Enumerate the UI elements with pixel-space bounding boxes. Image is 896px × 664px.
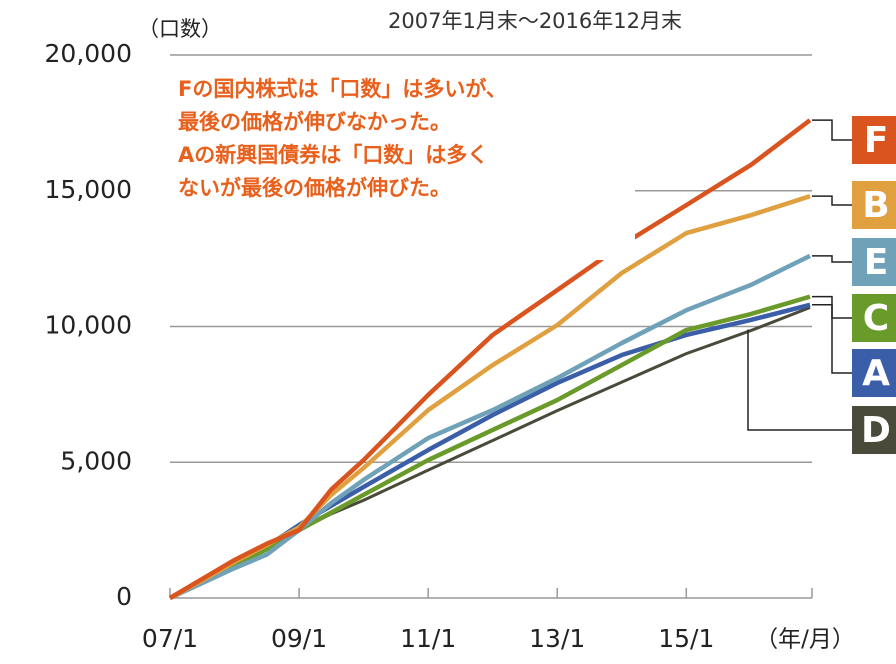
- legend-swatch: [852, 349, 896, 397]
- legend-connector: [812, 304, 852, 374]
- y-tick-label: 15,000: [45, 175, 132, 204]
- series-line: [168, 118, 812, 600]
- annotation-bg: [165, 70, 635, 260]
- chart-title: 2007年1月末～2016年12月末: [388, 9, 682, 33]
- annotation: ないが最後の価格が伸びた。: [178, 176, 451, 200]
- y-tick-label: 10,000: [45, 311, 132, 340]
- legend-connector: [812, 119, 852, 141]
- annotation: Fの国内株式は「口数」は多いが、: [178, 77, 507, 101]
- legend-label: F: [864, 120, 889, 161]
- x-axis-label: （年/月）: [755, 627, 855, 653]
- x-tick-label: 13/1: [529, 624, 585, 653]
- legend-connector: [747, 329, 852, 431]
- y-tick-label: 5,000: [60, 446, 132, 475]
- legend-label: D: [861, 410, 891, 451]
- legend-swatch: [852, 406, 896, 454]
- legend-label: C: [863, 298, 889, 339]
- legend-connector: [812, 195, 852, 206]
- legend-label: E: [864, 242, 889, 283]
- annotation: 最後の価格が伸びなかった。: [178, 110, 451, 134]
- annotation: Aの新興国債券は「口数」は多く: [178, 143, 488, 167]
- x-tick-label: 11/1: [400, 624, 456, 653]
- series-line: [169, 253, 811, 601]
- x-tick-label: 07/1: [142, 624, 198, 653]
- legend-label: B: [862, 185, 889, 226]
- series-line: [168, 294, 811, 601]
- x-tick-label: 15/1: [658, 624, 714, 653]
- y-tick-label: 0: [116, 582, 132, 611]
- legend-swatch: [852, 181, 896, 229]
- legend-swatch: [852, 238, 896, 286]
- y-tick-label: 20,000: [45, 39, 132, 68]
- legend-connector: [812, 255, 852, 263]
- lines: [168, 118, 812, 601]
- legend-label: A: [862, 353, 890, 394]
- legend-swatch: [852, 294, 896, 342]
- x-tick-label: 09/1: [271, 624, 327, 653]
- legend-swatch: [852, 116, 896, 164]
- y-axis-label: （口数）: [138, 17, 222, 41]
